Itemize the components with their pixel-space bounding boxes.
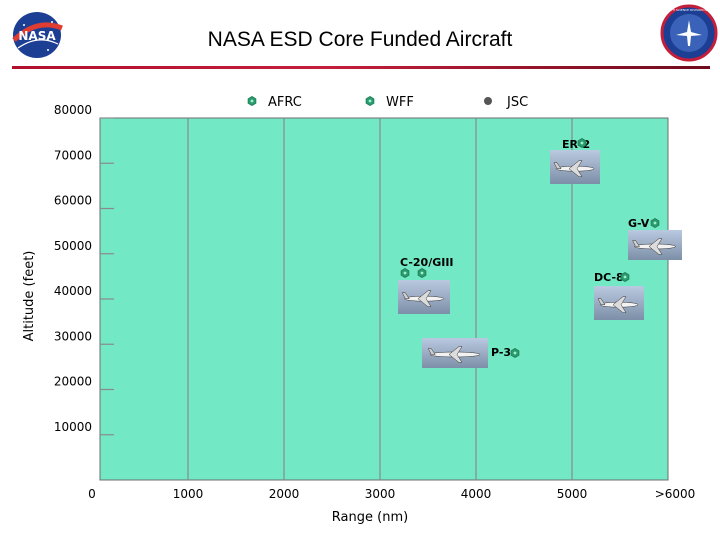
- division-logo-text: EARTH SCIENCE DIVISION NASA: [665, 8, 714, 12]
- y-tick-label: 30000: [54, 329, 92, 343]
- x-axis-label: Range (nm): [332, 510, 408, 525]
- y-tick-label: 70000: [54, 148, 92, 162]
- x-tick-label: >6000: [655, 487, 696, 501]
- y-tick-label: 80000: [54, 103, 92, 117]
- aircraft-center-marker: [650, 218, 660, 228]
- nasa-logo-text: NASA: [18, 29, 56, 43]
- y-tick-label: 10000: [54, 420, 92, 434]
- earth-science-division-logo: EARTH SCIENCE DIVISION NASA: [660, 4, 718, 62]
- aircraft-center-marker: [510, 348, 520, 358]
- aircraft-photo: [628, 230, 682, 260]
- x-tick-label: 0: [88, 487, 96, 501]
- legend-label: AFRC: [268, 95, 302, 110]
- aircraft-label: P-3: [491, 346, 511, 359]
- x-tick-label: 3000: [365, 487, 396, 501]
- x-tick-label: 5000: [557, 487, 588, 501]
- legend-label: WFF: [386, 95, 414, 110]
- aircraft-center-marker: [417, 268, 427, 278]
- aircraft-label: C-20/GIII: [400, 256, 454, 269]
- aircraft-photo: [422, 338, 488, 368]
- aircraft-center-marker: [577, 138, 587, 148]
- aircraft-label: DC-8: [594, 271, 624, 284]
- legend-marker: [365, 96, 375, 106]
- y-tick-label: 20000: [54, 375, 92, 389]
- aircraft-photo: [550, 150, 600, 184]
- slide-title: NASA ESD Core Funded Aircraft: [207, 28, 513, 51]
- aircraft-photo: [398, 280, 450, 314]
- legend-marker: [247, 96, 257, 106]
- aircraft-center-marker: [400, 268, 410, 278]
- y-tick-label: 40000: [54, 284, 92, 298]
- aircraft-center-marker: [620, 272, 630, 282]
- legend-label: JSC: [506, 95, 528, 110]
- nasa-logo: NASA: [12, 12, 63, 58]
- aircraft-photo: [594, 286, 644, 320]
- aircraft-label: G-V: [628, 217, 650, 230]
- y-axis-label: Altitude (feet): [22, 251, 37, 342]
- y-tick-label: 50000: [54, 239, 92, 253]
- x-tick-label: 4000: [461, 487, 492, 501]
- x-tick-label: 2000: [269, 487, 300, 501]
- title-rule: [12, 66, 710, 69]
- x-tick-label: 1000: [173, 487, 204, 501]
- y-tick-label: 60000: [54, 194, 92, 208]
- legend-marker: [484, 97, 492, 105]
